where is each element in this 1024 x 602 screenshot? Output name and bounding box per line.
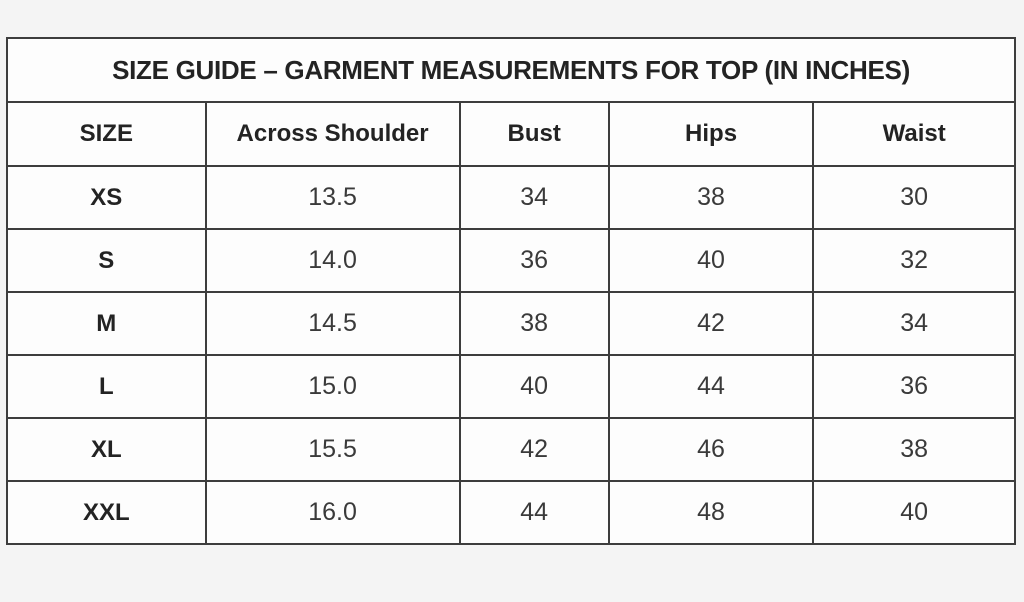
size-guide-table: SIZE GUIDE – GARMENT MEASUREMENTS FOR TO… bbox=[6, 37, 1016, 545]
hips-cell: 46 bbox=[607, 417, 815, 482]
table-row-xxl: XXL 16.0 44 48 40 bbox=[6, 480, 1016, 545]
size-cell: XXL bbox=[6, 480, 207, 545]
bust-cell: 34 bbox=[458, 165, 610, 230]
hips-cell: 48 bbox=[607, 480, 815, 545]
table-row-l: L 15.0 40 44 36 bbox=[6, 354, 1016, 419]
column-header-bust: Bust bbox=[458, 101, 610, 167]
bust-cell: 38 bbox=[458, 291, 610, 356]
hips-cell: 38 bbox=[607, 165, 815, 230]
header-row: SIZE Across Shoulder Bust Hips Waist bbox=[6, 101, 1016, 167]
table-row-xs: XS 13.5 34 38 30 bbox=[6, 165, 1016, 230]
column-header-size: SIZE bbox=[6, 101, 207, 167]
waist-cell: 40 bbox=[812, 480, 1016, 545]
across-shoulder-cell: 16.0 bbox=[204, 480, 461, 545]
column-header-hips: Hips bbox=[607, 101, 815, 167]
size-cell: L bbox=[6, 354, 207, 419]
waist-cell: 34 bbox=[812, 291, 1016, 356]
waist-cell: 38 bbox=[812, 417, 1016, 482]
size-cell: XS bbox=[6, 165, 207, 230]
bust-cell: 40 bbox=[458, 354, 610, 419]
hips-cell: 40 bbox=[607, 228, 815, 293]
across-shoulder-cell: 14.0 bbox=[204, 228, 461, 293]
across-shoulder-cell: 14.5 bbox=[204, 291, 461, 356]
table-row-s: S 14.0 36 40 32 bbox=[6, 228, 1016, 293]
waist-cell: 32 bbox=[812, 228, 1016, 293]
size-cell: XL bbox=[6, 417, 207, 482]
waist-cell: 30 bbox=[812, 165, 1016, 230]
table-row-xl: XL 15.5 42 46 38 bbox=[6, 417, 1016, 482]
bust-cell: 36 bbox=[458, 228, 610, 293]
hips-cell: 42 bbox=[607, 291, 815, 356]
column-header-across-shoulder: Across Shoulder bbox=[204, 101, 461, 167]
hips-cell: 44 bbox=[607, 354, 815, 419]
waist-cell: 36 bbox=[812, 354, 1016, 419]
title-row: SIZE GUIDE – GARMENT MEASUREMENTS FOR TO… bbox=[6, 37, 1016, 103]
size-cell: M bbox=[6, 291, 207, 356]
across-shoulder-cell: 13.5 bbox=[204, 165, 461, 230]
size-cell: S bbox=[6, 228, 207, 293]
bust-cell: 44 bbox=[458, 480, 610, 545]
table-row-m: M 14.5 38 42 34 bbox=[6, 291, 1016, 356]
across-shoulder-cell: 15.5 bbox=[204, 417, 461, 482]
across-shoulder-cell: 15.0 bbox=[204, 354, 461, 419]
bust-cell: 42 bbox=[458, 417, 610, 482]
table-title: SIZE GUIDE – GARMENT MEASUREMENTS FOR TO… bbox=[6, 37, 1016, 103]
column-header-waist: Waist bbox=[812, 101, 1016, 167]
